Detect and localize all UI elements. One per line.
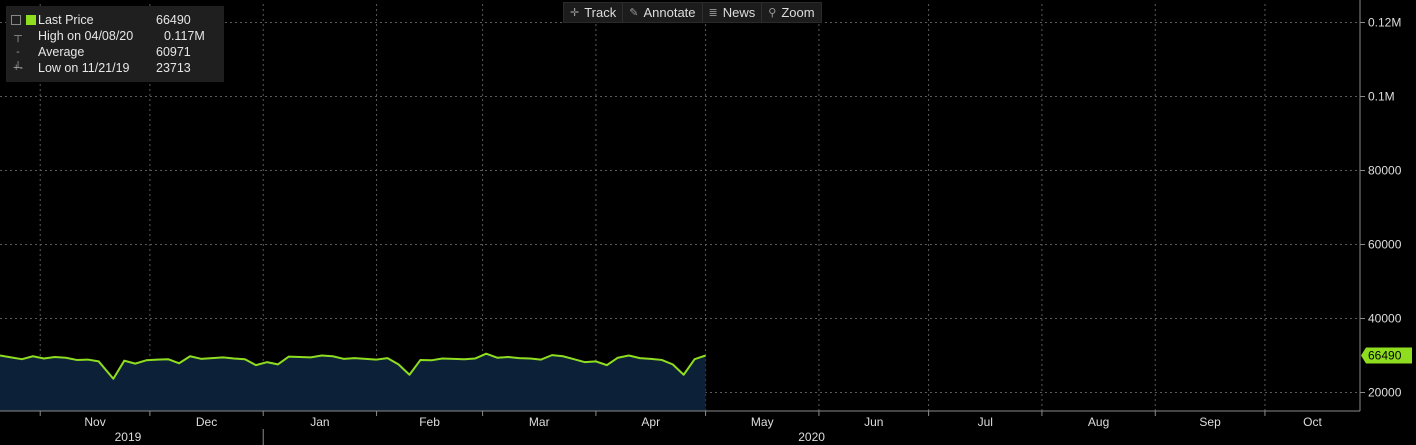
x-tick-label: Feb (419, 415, 440, 429)
last-price-tag-label: 66490 (1368, 349, 1402, 363)
y-tick-label: 20000 (1368, 386, 1402, 400)
price-series-line (0, 352, 706, 380)
average-label: Average (38, 45, 85, 59)
average-marker-icon: -+- (12, 46, 24, 74)
x-tick-label: Jul (978, 415, 993, 429)
y-tick-label: 0.12M (1368, 16, 1401, 30)
year-label: 2020 (798, 430, 825, 444)
x-tick-label: Dec (196, 415, 217, 429)
x-tick-label: Jan (310, 415, 329, 429)
average-value: 60971 (156, 45, 191, 59)
last-price-value: 66490 (156, 13, 191, 27)
legend-row-high: ┬ High on 04/08/20 0.117M (6, 28, 224, 44)
high-marker-icon: ┬ (14, 30, 22, 42)
x-tick-label: Aug (1088, 415, 1109, 429)
x-tick-label: Sep (1199, 415, 1221, 429)
x-tick-label: Jun (864, 415, 883, 429)
low-label: Low on 11/21/19 (38, 61, 130, 75)
last-price-tag (1361, 347, 1412, 364)
zoom-label: Zoom (781, 5, 815, 20)
pencil-icon: ✎ (629, 7, 639, 19)
legend-row-low: ┴ Low on 11/21/19 23713 (6, 60, 224, 76)
high-label: High on 04/08/20 (38, 29, 134, 43)
price-area-fill (0, 353, 706, 411)
legend-row-average: -+- Average 60971 (6, 44, 224, 74)
news-button[interactable]: ≣ News (703, 3, 763, 22)
crosshair-icon: ✛ (570, 7, 580, 19)
y-tick-label: 40000 (1368, 312, 1402, 326)
series-color-swatch (26, 15, 36, 25)
track-label: Track (584, 5, 617, 20)
y-tick-label: 80000 (1368, 164, 1402, 178)
chart-legend: Last Price 66490 ┬ High on 04/08/20 0.11… (6, 6, 224, 82)
annotate-label: Annotate (643, 5, 696, 20)
track-button[interactable]: ✛ Track (564, 3, 624, 22)
annotate-button[interactable]: ✎ Annotate (623, 3, 703, 22)
y-tick-label: 60000 (1368, 238, 1402, 252)
y-tick-label: 0.1M (1368, 90, 1395, 104)
chart-toolbar: ✛ Track ✎ Annotate ≣ News ⚲ Zoom (563, 2, 822, 23)
toggle-checkbox-icon[interactable] (11, 15, 21, 25)
x-tick-label: Apr (641, 415, 660, 429)
legend-row-last-price[interactable]: Last Price 66490 (6, 12, 224, 28)
x-tick-label: Oct (1303, 415, 1322, 429)
low-value: 23713 (156, 61, 191, 75)
x-tick-label: Nov (84, 415, 105, 429)
news-label: News (722, 5, 756, 20)
last-price-label: Last Price (38, 13, 94, 27)
x-tick-label: May (751, 415, 774, 429)
x-tick-label: Mar (529, 415, 550, 429)
year-label: 2019 (115, 430, 142, 444)
high-value: 0.117M (164, 29, 205, 43)
news-icon: ≣ (708, 7, 718, 19)
low-marker-icon: ┴ (14, 62, 22, 74)
zoom-button[interactable]: ⚲ Zoom (762, 3, 820, 22)
magnifier-icon: ⚲ (768, 7, 777, 19)
